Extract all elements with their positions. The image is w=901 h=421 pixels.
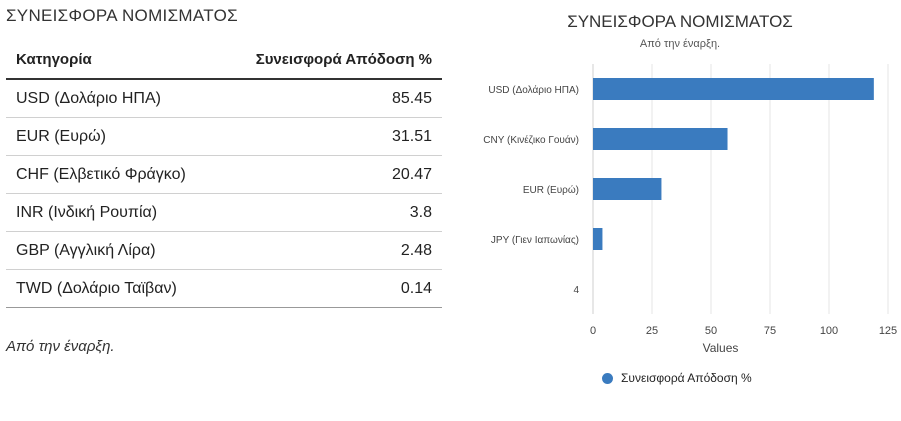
row-value: 0.14 <box>220 269 442 308</box>
chart-subtitle: Από την έναρξη. <box>639 38 721 50</box>
x-tick-label: 100 <box>820 325 838 337</box>
table-row: TWD (Δολάριο Ταϊβαν) 0.14 <box>6 269 442 308</box>
table-row: INR (Ινδική Ρουπία) 3.8 <box>6 193 442 232</box>
bar-chart: 0 25 50 75 100 125 USD (Δολάριο ΗΠΑ) CNY (Κινέζ… <box>483 64 897 355</box>
row-category: INR (Ινδική Ρουπία) <box>6 193 221 232</box>
x-tick-label: 0 <box>590 325 596 337</box>
row-category: TWD (Δολάριο Ταϊβαν) <box>6 269 221 308</box>
row-value: 3.8 <box>220 193 442 232</box>
y-tick-label: 4 <box>573 285 579 296</box>
bar[interactable] <box>593 178 662 200</box>
legend-marker <box>602 372 613 384</box>
table-row: CHF (Ελβετικό Φράγκο) 20.47 <box>6 155 442 194</box>
header-contribution: Συνεισφορά Απόδοση % <box>220 40 442 80</box>
legend-label: Συνεισφορά Απόδοση % <box>621 371 752 385</box>
row-category: EUR (Ευρώ) <box>6 117 221 156</box>
chart-title: ΣΥΝΕΙΣΦΟΡΑ ΝΟΜΙΣΜΑΤΟΣ <box>567 12 793 31</box>
table-row: GBP (Αγγλική Λίρα) 2.48 <box>6 231 442 270</box>
bar[interactable] <box>593 78 874 100</box>
chart-legend[interactable]: Συνεισφορά Απόδοση % <box>602 371 752 385</box>
row-category: GBP (Αγγλική Λίρα) <box>6 231 221 270</box>
y-tick-label: JPY (Γιεν Ιαπωνίας) <box>491 234 579 246</box>
table-row: EUR (Ευρώ) 31.51 <box>6 117 442 156</box>
row-value: 85.45 <box>220 79 442 118</box>
contribution-table-panel: ΣΥΝΕΙΣΦΟΡΑ ΝΟΜΙΣΜΑΤΟΣ Κατηγορία Συνεισφο… <box>0 0 450 421</box>
row-category: CHF (Ελβετικό Φράγκο) <box>6 155 221 194</box>
row-value: 2.48 <box>220 231 442 270</box>
header-category: Κατηγορία <box>6 40 221 80</box>
y-tick-label: USD (Δολάριο ΗΠΑ) <box>488 84 579 96</box>
x-axis-label: Values <box>703 341 739 355</box>
bar[interactable] <box>593 228 603 250</box>
table-header-row: Κατηγορία Συνεισφορά Απόδοση % <box>6 40 442 80</box>
table-title: ΣΥΝΕΙΣΦΟΡΑ ΝΟΜΙΣΜΑΤΟΣ <box>6 6 238 25</box>
bar[interactable] <box>593 128 728 150</box>
y-tick-label: CNY (Κινέζικο Γουάν) <box>483 134 579 146</box>
table-row: USD (Δολάριο ΗΠΑ) 85.45 <box>6 79 442 118</box>
row-value: 31.51 <box>220 117 442 156</box>
contribution-chart-panel: ΣΥΝΕΙΣΦΟΡΑ ΝΟΜΙΣΜΑΤΟΣ Από την έναρξη. 0 2… <box>450 0 901 421</box>
x-tick-label: 75 <box>764 325 776 337</box>
row-value: 20.47 <box>220 155 442 194</box>
y-tick-label: EUR (Ευρώ) <box>523 184 579 196</box>
x-tick-label: 125 <box>879 325 897 337</box>
x-tick-label: 25 <box>646 325 658 337</box>
table-footnote: Από την έναρξη. <box>6 338 115 355</box>
contribution-table: Κατηγορία Συνεισφορά Απόδοση % USD (Δολά… <box>6 40 442 308</box>
row-category: USD (Δολάριο ΗΠΑ) <box>6 79 221 118</box>
x-tick-label: 50 <box>705 325 717 337</box>
